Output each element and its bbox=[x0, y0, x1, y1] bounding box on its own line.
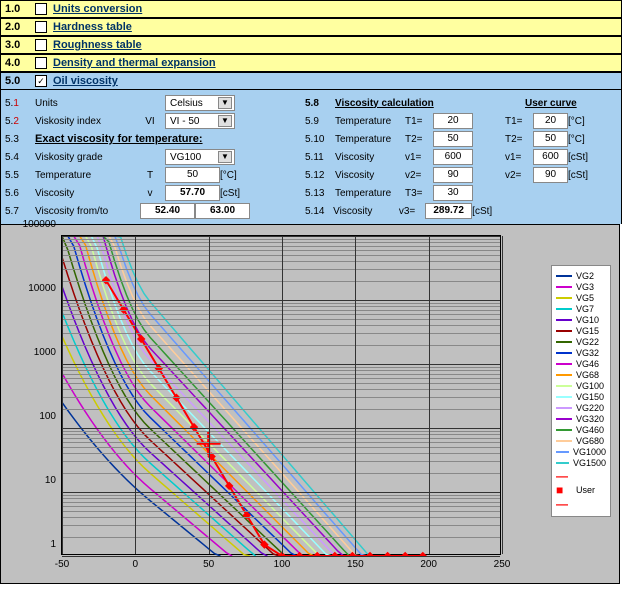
section-4-row[interactable]: 4.0 Density and thermal expansion bbox=[0, 54, 622, 72]
user-v2-input[interactable]: 90 bbox=[533, 167, 568, 183]
section-2-num: 2.0 bbox=[5, 21, 35, 33]
row-51-num: 5.1 bbox=[5, 98, 35, 109]
user-v1-input[interactable]: 600 bbox=[533, 149, 568, 165]
visc-to: 63.00 bbox=[195, 203, 250, 219]
v1-input[interactable]: 600 bbox=[433, 149, 473, 165]
t2-input[interactable]: 50 bbox=[433, 131, 473, 147]
visc-label: Viscosity bbox=[35, 188, 135, 199]
section-3-row[interactable]: 3.0 Roughness table bbox=[0, 36, 622, 54]
section-2-checkbox[interactable] bbox=[35, 21, 47, 33]
visc-from: 52.40 bbox=[140, 203, 195, 219]
section-4-title: Density and thermal expansion bbox=[53, 57, 216, 69]
chevron-down-icon: ▼ bbox=[218, 115, 232, 127]
section-3-checkbox[interactable] bbox=[35, 39, 47, 51]
t1-input[interactable]: 20 bbox=[433, 113, 473, 129]
chart-legend: VG2VG3VG5VG7VG10VG15VG22VG32VG46VG68VG10… bbox=[551, 265, 611, 517]
temp-label: Temperature bbox=[35, 170, 135, 181]
vi-label: Viskosity index bbox=[35, 116, 135, 127]
section-5-num: 5.0 bbox=[5, 75, 35, 87]
section-2-row[interactable]: 2.0 Hardness table bbox=[0, 18, 622, 36]
section-5-checkbox[interactable]: ✓ bbox=[35, 75, 47, 87]
grade-label: Viskosity grade bbox=[35, 152, 135, 163]
user-t2-input[interactable]: 50 bbox=[533, 131, 568, 147]
section-3-num: 3.0 bbox=[5, 39, 35, 51]
t3-input[interactable]: 30 bbox=[433, 185, 473, 201]
oil-viscosity-panel: 5.1 Units Celsius▼ 5.2 Viskosity index V… bbox=[0, 90, 622, 224]
section-1-row[interactable]: 1.0 Units conversion bbox=[0, 0, 622, 18]
row-52-num: 5.2 bbox=[5, 116, 35, 127]
section-1-checkbox[interactable] bbox=[35, 3, 47, 15]
visc-fromto-label: Viscosity from/to bbox=[35, 206, 135, 217]
row-57-num: 5.7 bbox=[5, 206, 35, 217]
units-dropdown[interactable]: Celsius▼ bbox=[165, 95, 235, 111]
row-53-num: 5.3 bbox=[5, 134, 35, 145]
section-3-title: Roughness table bbox=[53, 39, 142, 51]
exact-visc-label: Exact viscosity for temperature: bbox=[35, 133, 203, 145]
chevron-down-icon: ▼ bbox=[218, 151, 232, 163]
section-5-row[interactable]: 5.0 ✓ Oil viscosity bbox=[0, 72, 622, 90]
row-54-num: 5.4 bbox=[5, 152, 35, 163]
section-1-title: Units conversion bbox=[53, 3, 142, 15]
viscosity-chart: -50050100150200250 VG2VG3VG5VG7VG10VG15V… bbox=[0, 224, 620, 584]
units-label: Units bbox=[35, 98, 135, 109]
vi-dropdown[interactable]: VI - 50▼ bbox=[165, 113, 235, 129]
user-t1-input[interactable]: 20 bbox=[533, 113, 568, 129]
grade-dropdown[interactable]: VG100▼ bbox=[165, 149, 235, 165]
temp-input[interactable]: 50 bbox=[165, 167, 220, 183]
visc-output: 57.70 bbox=[165, 185, 220, 201]
chevron-down-icon: ▼ bbox=[218, 97, 232, 109]
section-4-num: 4.0 bbox=[5, 57, 35, 69]
row-58-num: 5.8 bbox=[305, 98, 335, 109]
row-55-num: 5.5 bbox=[5, 170, 35, 181]
visc-calc-header: Viscosity calculation bbox=[335, 98, 434, 109]
section-4-checkbox[interactable] bbox=[35, 57, 47, 69]
section-2-title: Hardness table bbox=[53, 21, 132, 33]
v3-output: 289.72 bbox=[425, 203, 472, 219]
section-1-num: 1.0 bbox=[5, 3, 35, 15]
user-curve-header: User curve bbox=[525, 98, 577, 109]
section-5-title: Oil viscosity bbox=[53, 75, 118, 87]
row-56-num: 5.6 bbox=[5, 188, 35, 199]
v2-input[interactable]: 90 bbox=[433, 167, 473, 183]
